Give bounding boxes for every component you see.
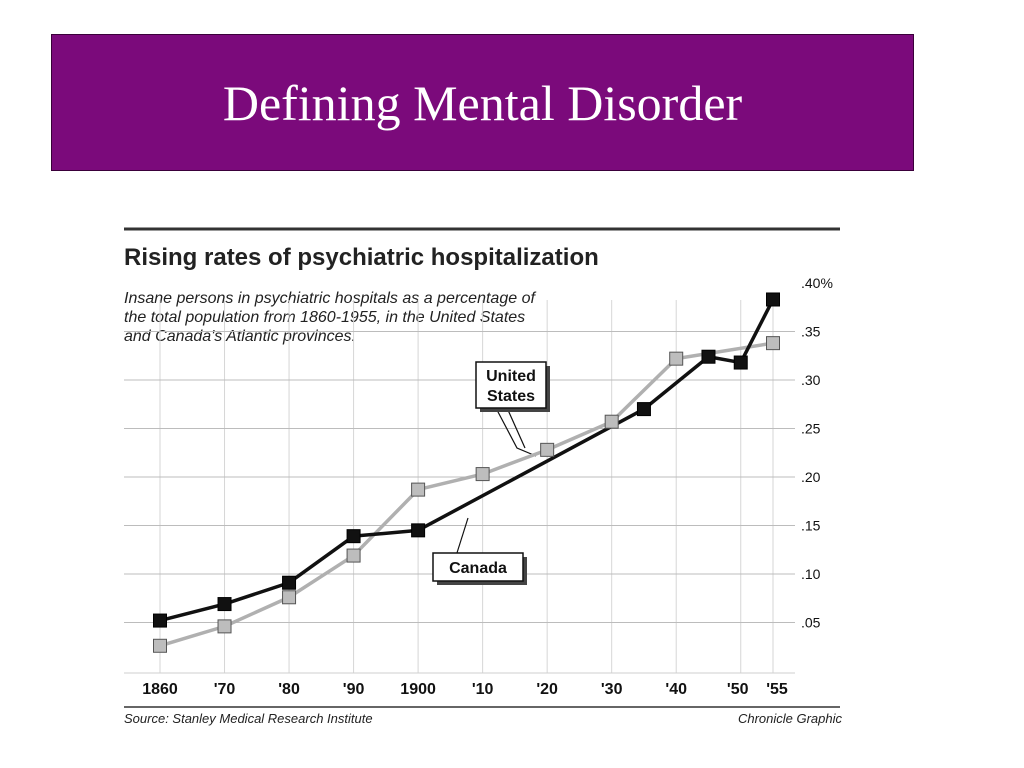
data-point-united-states: [282, 575, 297, 590]
data-point-canada: [669, 351, 684, 366]
data-point-canada: [604, 414, 619, 429]
x-tick-label: '55: [766, 681, 788, 698]
chart-subtitle-line-2: the total population from 1860-1955, in …: [124, 309, 525, 326]
data-point-united-states: [766, 292, 780, 307]
us-label-leader: [496, 409, 537, 457]
x-tick-label: '50: [727, 681, 749, 698]
data-point-canada: [540, 442, 555, 457]
chart-credit: Chronicle Graphic: [738, 711, 843, 726]
y-tick-label: .30: [801, 372, 821, 388]
canada-label-text: Canada: [449, 560, 507, 577]
series-line-canada: [159, 341, 774, 648]
chart-source: Source: Stanley Medical Research Institu…: [124, 711, 373, 726]
y-tick-label: .25: [801, 421, 821, 437]
chart-subtitle-line-1: Insane persons in psychiatric hospitals …: [124, 290, 536, 307]
data-point-canada: [217, 619, 232, 634]
chart-subtitle-line-3: and Canada's Atlantic provinces.: [124, 328, 356, 345]
data-point-united-states: [636, 402, 651, 417]
data-point-united-states: [733, 355, 748, 370]
data-point-united-states: [701, 349, 716, 364]
y-tick-label: .05: [801, 615, 821, 631]
data-point-canada: [346, 548, 361, 563]
us-label-line-2: States: [487, 388, 535, 405]
canada-series-label: Canada: [432, 552, 527, 585]
y-tick-label: .15: [801, 518, 821, 534]
y-tick-label: .20: [801, 469, 821, 485]
data-point-united-states: [411, 523, 426, 538]
y-axis: .05 .10 .15 .20 .25 .30 .35 .40%: [801, 275, 833, 631]
us-label-leader-2: [507, 409, 526, 449]
x-axis: 1860 '70 '80 '90 1900 '10 '20 '30 '40 '50 '55: [142, 681, 788, 698]
x-tick-label: '30: [601, 681, 623, 698]
x-tick-label: '20: [536, 681, 558, 698]
chart-series: [153, 292, 780, 653]
data-point-united-states: [217, 597, 232, 612]
x-tick-label: '80: [278, 681, 300, 698]
slide-title-bar: Defining Mental Disorder: [51, 34, 914, 171]
data-point-canada: [153, 638, 167, 653]
slide-title: Defining Mental Disorder: [222, 74, 743, 131]
data-point-united-states: [346, 529, 361, 544]
chart-title: Rising rates of psychiatric hospitalizat…: [124, 244, 599, 271]
x-tick-label: 1860: [142, 681, 178, 698]
data-point-canada: [411, 482, 426, 497]
data-point-canada: [475, 467, 490, 482]
us-series-label: United States: [475, 361, 550, 412]
canada-label-leader: [455, 517, 469, 557]
x-tick-label: 1900: [400, 681, 436, 698]
data-point-united-states: [153, 613, 167, 628]
data-point-canada: [766, 336, 780, 351]
data-point-canada: [282, 590, 297, 605]
x-tick-label: '40: [665, 681, 687, 698]
x-tick-label: '90: [343, 681, 365, 698]
y-tick-label: .35: [801, 324, 821, 340]
x-tick-label: '70: [214, 681, 236, 698]
x-tick-label: '10: [472, 681, 494, 698]
us-label-line-1: United: [486, 368, 536, 385]
canada-label-box: [432, 552, 524, 582]
y-tick-label: .10: [801, 566, 821, 582]
y-tick-label: .40%: [801, 275, 833, 291]
us-label-box: [475, 361, 547, 409]
